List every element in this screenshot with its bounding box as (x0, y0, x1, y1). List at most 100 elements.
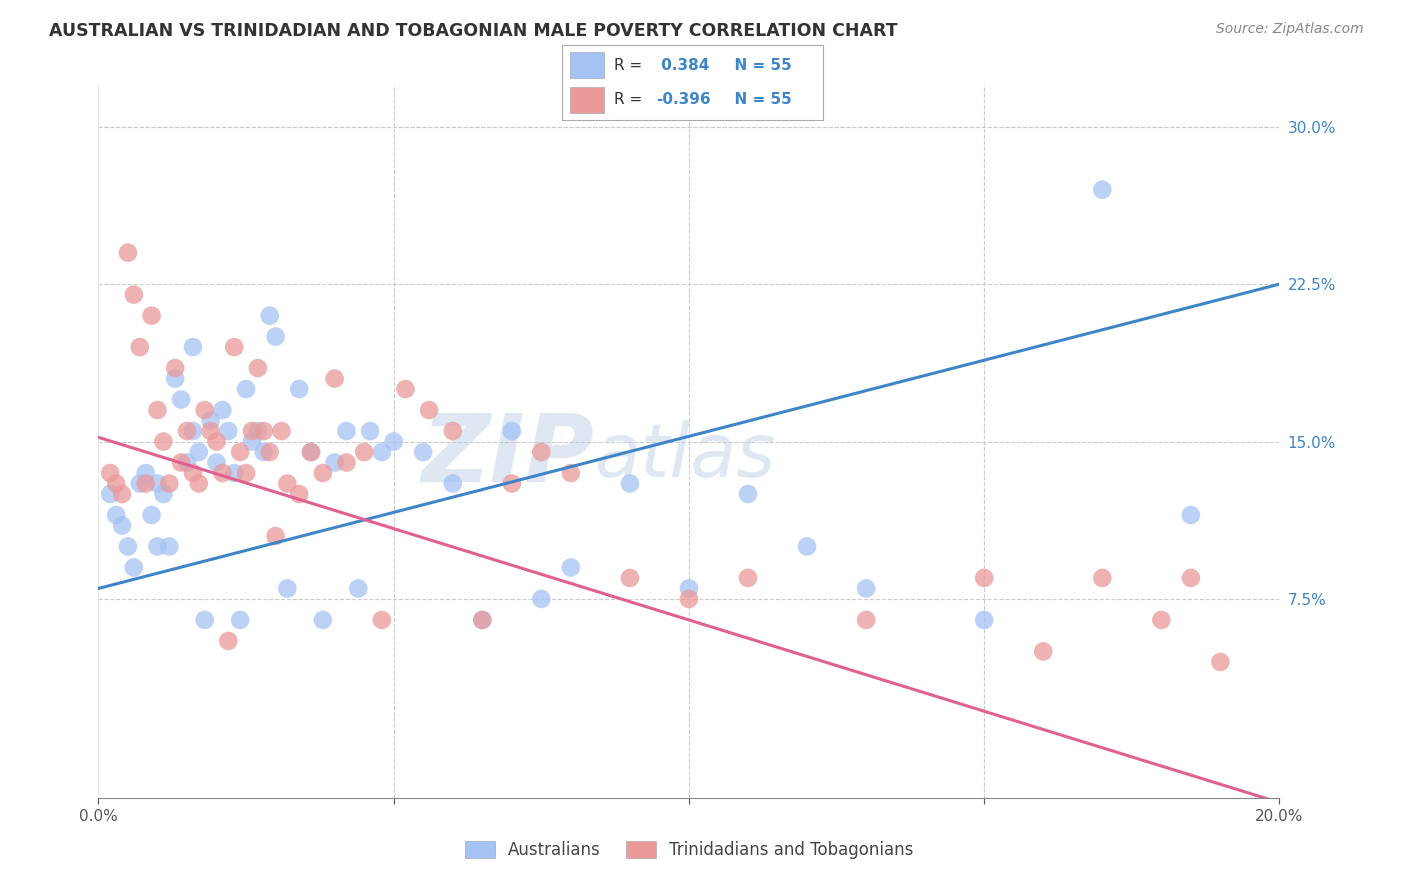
Point (146, 476, 169, 491)
Point (117, 245, 139, 260)
Point (560, 466, 582, 480)
Point (165, 371, 187, 385)
Point (347, 582, 370, 596)
Point (270, 424, 292, 438)
Point (530, 591, 553, 606)
FancyBboxPatch shape (571, 52, 605, 78)
Point (176, 456, 198, 470)
Point (323, 456, 346, 470)
Point (224, 340, 246, 354)
Point (235, 382, 257, 396)
Point (98, 487, 121, 501)
Point (471, 613, 494, 627)
Point (619, 571, 641, 585)
Point (240, 424, 263, 438)
Point (441, 424, 464, 438)
Point (235, 466, 257, 480)
Point (501, 476, 523, 491)
Point (122, 287, 145, 301)
Text: atlas: atlas (595, 420, 776, 491)
Point (253, 424, 276, 438)
Point (299, 445, 322, 459)
Point (217, 424, 239, 438)
Point (181, 424, 204, 438)
Point (501, 424, 523, 438)
Point (382, 434, 405, 449)
Point (176, 424, 198, 438)
Point (181, 340, 204, 354)
Point (418, 403, 440, 417)
Point (1091, 571, 1114, 585)
Point (141, 309, 163, 323)
Point (678, 582, 700, 596)
Point (157, 476, 180, 491)
Point (259, 445, 281, 459)
Point (128, 476, 150, 491)
Point (122, 560, 145, 574)
Point (1032, 644, 1054, 658)
Point (973, 571, 995, 585)
Point (264, 529, 287, 543)
Point (288, 382, 311, 396)
Point (1091, 183, 1114, 197)
Point (412, 445, 434, 459)
Point (128, 340, 150, 354)
Point (253, 445, 276, 459)
Legend: Australians, Trinidadians and Tobagonians: Australians, Trinidadians and Tobagonian… (458, 835, 920, 866)
Text: N = 55: N = 55 (724, 93, 792, 107)
Point (737, 571, 759, 585)
Point (152, 434, 174, 449)
Point (181, 466, 204, 480)
Point (299, 445, 322, 459)
Point (246, 424, 269, 438)
Text: AUSTRALIAN VS TRINIDADIAN AND TOBAGONIAN MALE POVERTY CORRELATION CHART: AUSTRALIAN VS TRINIDADIAN AND TOBAGONIAN… (49, 22, 898, 40)
Point (105, 476, 128, 491)
Point (105, 508, 128, 522)
Point (441, 476, 464, 491)
Point (165, 361, 187, 376)
Point (312, 613, 335, 627)
Point (170, 392, 193, 407)
Point (211, 466, 233, 480)
Point (135, 476, 157, 491)
Point (371, 613, 394, 627)
Text: 0.384: 0.384 (657, 58, 710, 72)
Point (678, 591, 700, 606)
Point (194, 403, 217, 417)
Point (111, 487, 134, 501)
Point (111, 518, 134, 533)
Point (855, 613, 877, 627)
Text: R =: R = (614, 58, 648, 72)
Point (264, 329, 287, 343)
Point (471, 613, 494, 627)
Point (560, 560, 582, 574)
Point (312, 466, 335, 480)
Point (146, 403, 169, 417)
Point (217, 634, 239, 648)
Point (205, 434, 228, 449)
Text: ZIP: ZIP (422, 409, 595, 502)
Point (135, 466, 157, 480)
Point (117, 540, 139, 554)
Point (224, 466, 246, 480)
Point (187, 445, 209, 459)
Point (1150, 613, 1173, 627)
Text: Source: ZipAtlas.com: Source: ZipAtlas.com (1216, 22, 1364, 37)
Point (1180, 508, 1202, 522)
Point (737, 487, 759, 501)
Point (146, 540, 169, 554)
Point (394, 382, 416, 396)
Point (796, 540, 818, 554)
Point (353, 445, 375, 459)
Point (200, 413, 222, 427)
Point (288, 487, 311, 501)
Point (1209, 655, 1232, 669)
Point (229, 613, 252, 627)
Point (98, 466, 121, 480)
Point (973, 613, 995, 627)
Point (530, 445, 553, 459)
Point (240, 434, 263, 449)
Text: -0.396: -0.396 (657, 93, 710, 107)
Point (157, 540, 180, 554)
FancyBboxPatch shape (571, 87, 605, 112)
